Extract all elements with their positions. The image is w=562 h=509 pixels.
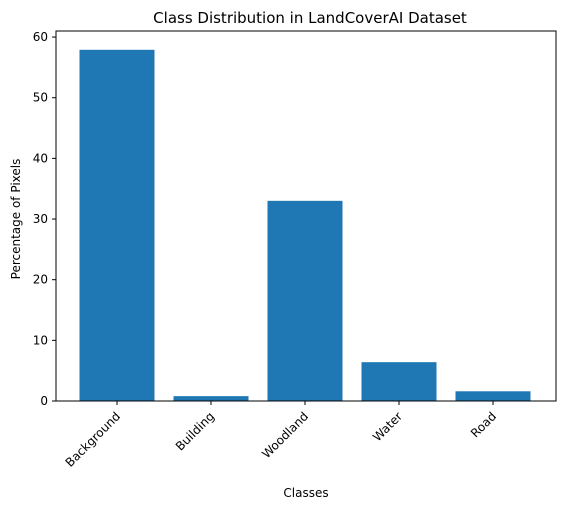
bar-building [173,396,249,401]
x-tick-label: Background [63,409,124,470]
bar-background [79,49,155,401]
y-tick-label: 50 [33,91,48,105]
bar-woodland [267,200,343,401]
y-tick-label: 40 [33,151,48,165]
x-tick-label: Woodland [259,409,311,461]
y-axis-label: Percentage of Pixels [9,159,23,280]
y-tick-label: 0 [40,394,48,408]
bar-water [361,362,437,401]
y-tick-label: 30 [33,212,48,226]
plot-frame [55,30,557,402]
y-tick-label: 60 [33,30,48,44]
x-tick-label: Road [468,409,499,440]
x-tick-label: Building [173,409,217,453]
x-axis-label: Classes [283,486,328,500]
y-axis: 0 10 20 30 40 50 60 [33,30,56,408]
chart-title: Class Distribution in LandCoverAI Datase… [153,9,467,27]
x-axis: Background Building Woodland Water Road [63,401,499,470]
plot-area [79,49,531,401]
y-tick-label: 20 [33,273,48,287]
y-tick-label: 10 [33,333,48,347]
x-tick-label: Water [370,409,405,444]
bar-road [455,391,531,401]
